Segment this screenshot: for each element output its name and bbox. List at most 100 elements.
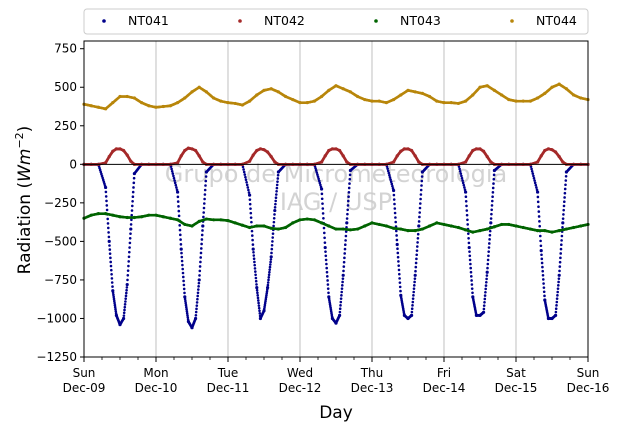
series-marker bbox=[317, 179, 321, 183]
series-marker bbox=[178, 224, 181, 227]
series-marker bbox=[106, 217, 109, 221]
series-marker bbox=[108, 244, 111, 247]
series-marker bbox=[201, 229, 204, 232]
series-marker bbox=[543, 294, 546, 298]
series-marker bbox=[461, 179, 464, 182]
series-marker bbox=[465, 204, 468, 208]
series-marker bbox=[106, 222, 110, 225]
series-marker bbox=[180, 255, 184, 259]
series-marker bbox=[108, 252, 112, 256]
series-marker bbox=[458, 169, 462, 173]
series-marker bbox=[130, 213, 133, 217]
series-marker bbox=[203, 188, 207, 192]
series-marker bbox=[128, 237, 132, 240]
series-marker bbox=[413, 284, 416, 287]
series-marker bbox=[322, 226, 326, 230]
series-marker bbox=[535, 188, 539, 192]
series-marker bbox=[326, 287, 330, 290]
series-marker bbox=[562, 213, 565, 216]
series-marker bbox=[394, 225, 398, 228]
series-marker bbox=[204, 175, 208, 178]
series-marker bbox=[130, 218, 133, 222]
series-marker bbox=[177, 205, 180, 208]
series-marker bbox=[266, 281, 270, 284]
data-point bbox=[561, 221, 565, 225]
series-marker bbox=[171, 172, 175, 175]
series-marker bbox=[175, 188, 179, 192]
series-marker bbox=[254, 273, 257, 277]
series-marker bbox=[418, 211, 422, 214]
series-marker bbox=[323, 241, 327, 244]
series-marker bbox=[339, 304, 342, 307]
series-marker bbox=[396, 255, 400, 259]
x-tick-label-day: Sat bbox=[506, 366, 526, 380]
series-marker bbox=[469, 270, 473, 274]
series-marker bbox=[397, 260, 400, 263]
series-marker bbox=[541, 274, 545, 277]
series-marker bbox=[265, 290, 269, 293]
series-marker bbox=[344, 243, 347, 247]
data-point bbox=[410, 313, 414, 317]
series-marker bbox=[179, 238, 182, 241]
series-marker bbox=[177, 214, 181, 218]
series-marker bbox=[251, 243, 255, 246]
series-marker bbox=[487, 246, 491, 249]
series-marker bbox=[322, 216, 325, 220]
series-marker bbox=[245, 183, 249, 187]
series-marker bbox=[490, 204, 494, 207]
series-marker bbox=[416, 237, 420, 240]
series-marker bbox=[416, 232, 420, 236]
series-marker bbox=[489, 217, 493, 220]
series-marker bbox=[386, 167, 389, 170]
series-marker bbox=[413, 280, 416, 284]
series-marker bbox=[178, 228, 182, 232]
series-marker bbox=[185, 307, 188, 311]
series-marker bbox=[253, 267, 257, 270]
series-marker bbox=[466, 223, 470, 226]
series-marker bbox=[347, 195, 350, 198]
series-marker bbox=[182, 275, 185, 279]
series-marker bbox=[482, 307, 486, 311]
data-point bbox=[557, 273, 561, 277]
series-marker bbox=[415, 253, 419, 257]
series-marker bbox=[185, 309, 189, 313]
series-marker bbox=[541, 269, 544, 273]
series-marker bbox=[196, 297, 199, 301]
series-marker bbox=[341, 284, 344, 287]
series-marker bbox=[275, 189, 278, 193]
series-marker bbox=[194, 310, 198, 314]
data-point bbox=[111, 289, 115, 293]
series-marker bbox=[341, 280, 344, 284]
series-marker bbox=[180, 251, 183, 255]
series-marker bbox=[110, 268, 113, 272]
series-marker bbox=[242, 168, 245, 171]
series-marker bbox=[468, 254, 472, 258]
series-marker bbox=[110, 281, 114, 284]
series-marker bbox=[469, 262, 472, 266]
data-point bbox=[122, 316, 126, 321]
series-marker bbox=[199, 251, 203, 255]
series-marker bbox=[486, 262, 490, 266]
y-axis-label: Radiation (Wm−2) bbox=[13, 126, 35, 275]
series-marker bbox=[128, 241, 132, 245]
series-marker bbox=[276, 173, 280, 177]
data-point bbox=[539, 249, 543, 253]
series-marker bbox=[199, 256, 202, 259]
series-marker bbox=[538, 220, 541, 223]
series-marker bbox=[457, 165, 461, 168]
series-marker bbox=[534, 183, 538, 187]
data-point bbox=[320, 187, 324, 191]
series-marker bbox=[113, 305, 117, 309]
x-tick-label-date: Dec-16 bbox=[567, 381, 610, 395]
series-marker bbox=[490, 212, 493, 216]
series-marker bbox=[464, 200, 468, 203]
series-marker bbox=[467, 241, 471, 245]
series-marker bbox=[125, 291, 128, 295]
series-marker bbox=[245, 181, 248, 184]
series-marker bbox=[113, 299, 116, 303]
legend-label: NT041 bbox=[128, 13, 169, 28]
series-marker bbox=[107, 226, 110, 230]
series-marker bbox=[488, 233, 492, 237]
series-marker bbox=[412, 290, 416, 294]
data-point bbox=[467, 245, 471, 250]
